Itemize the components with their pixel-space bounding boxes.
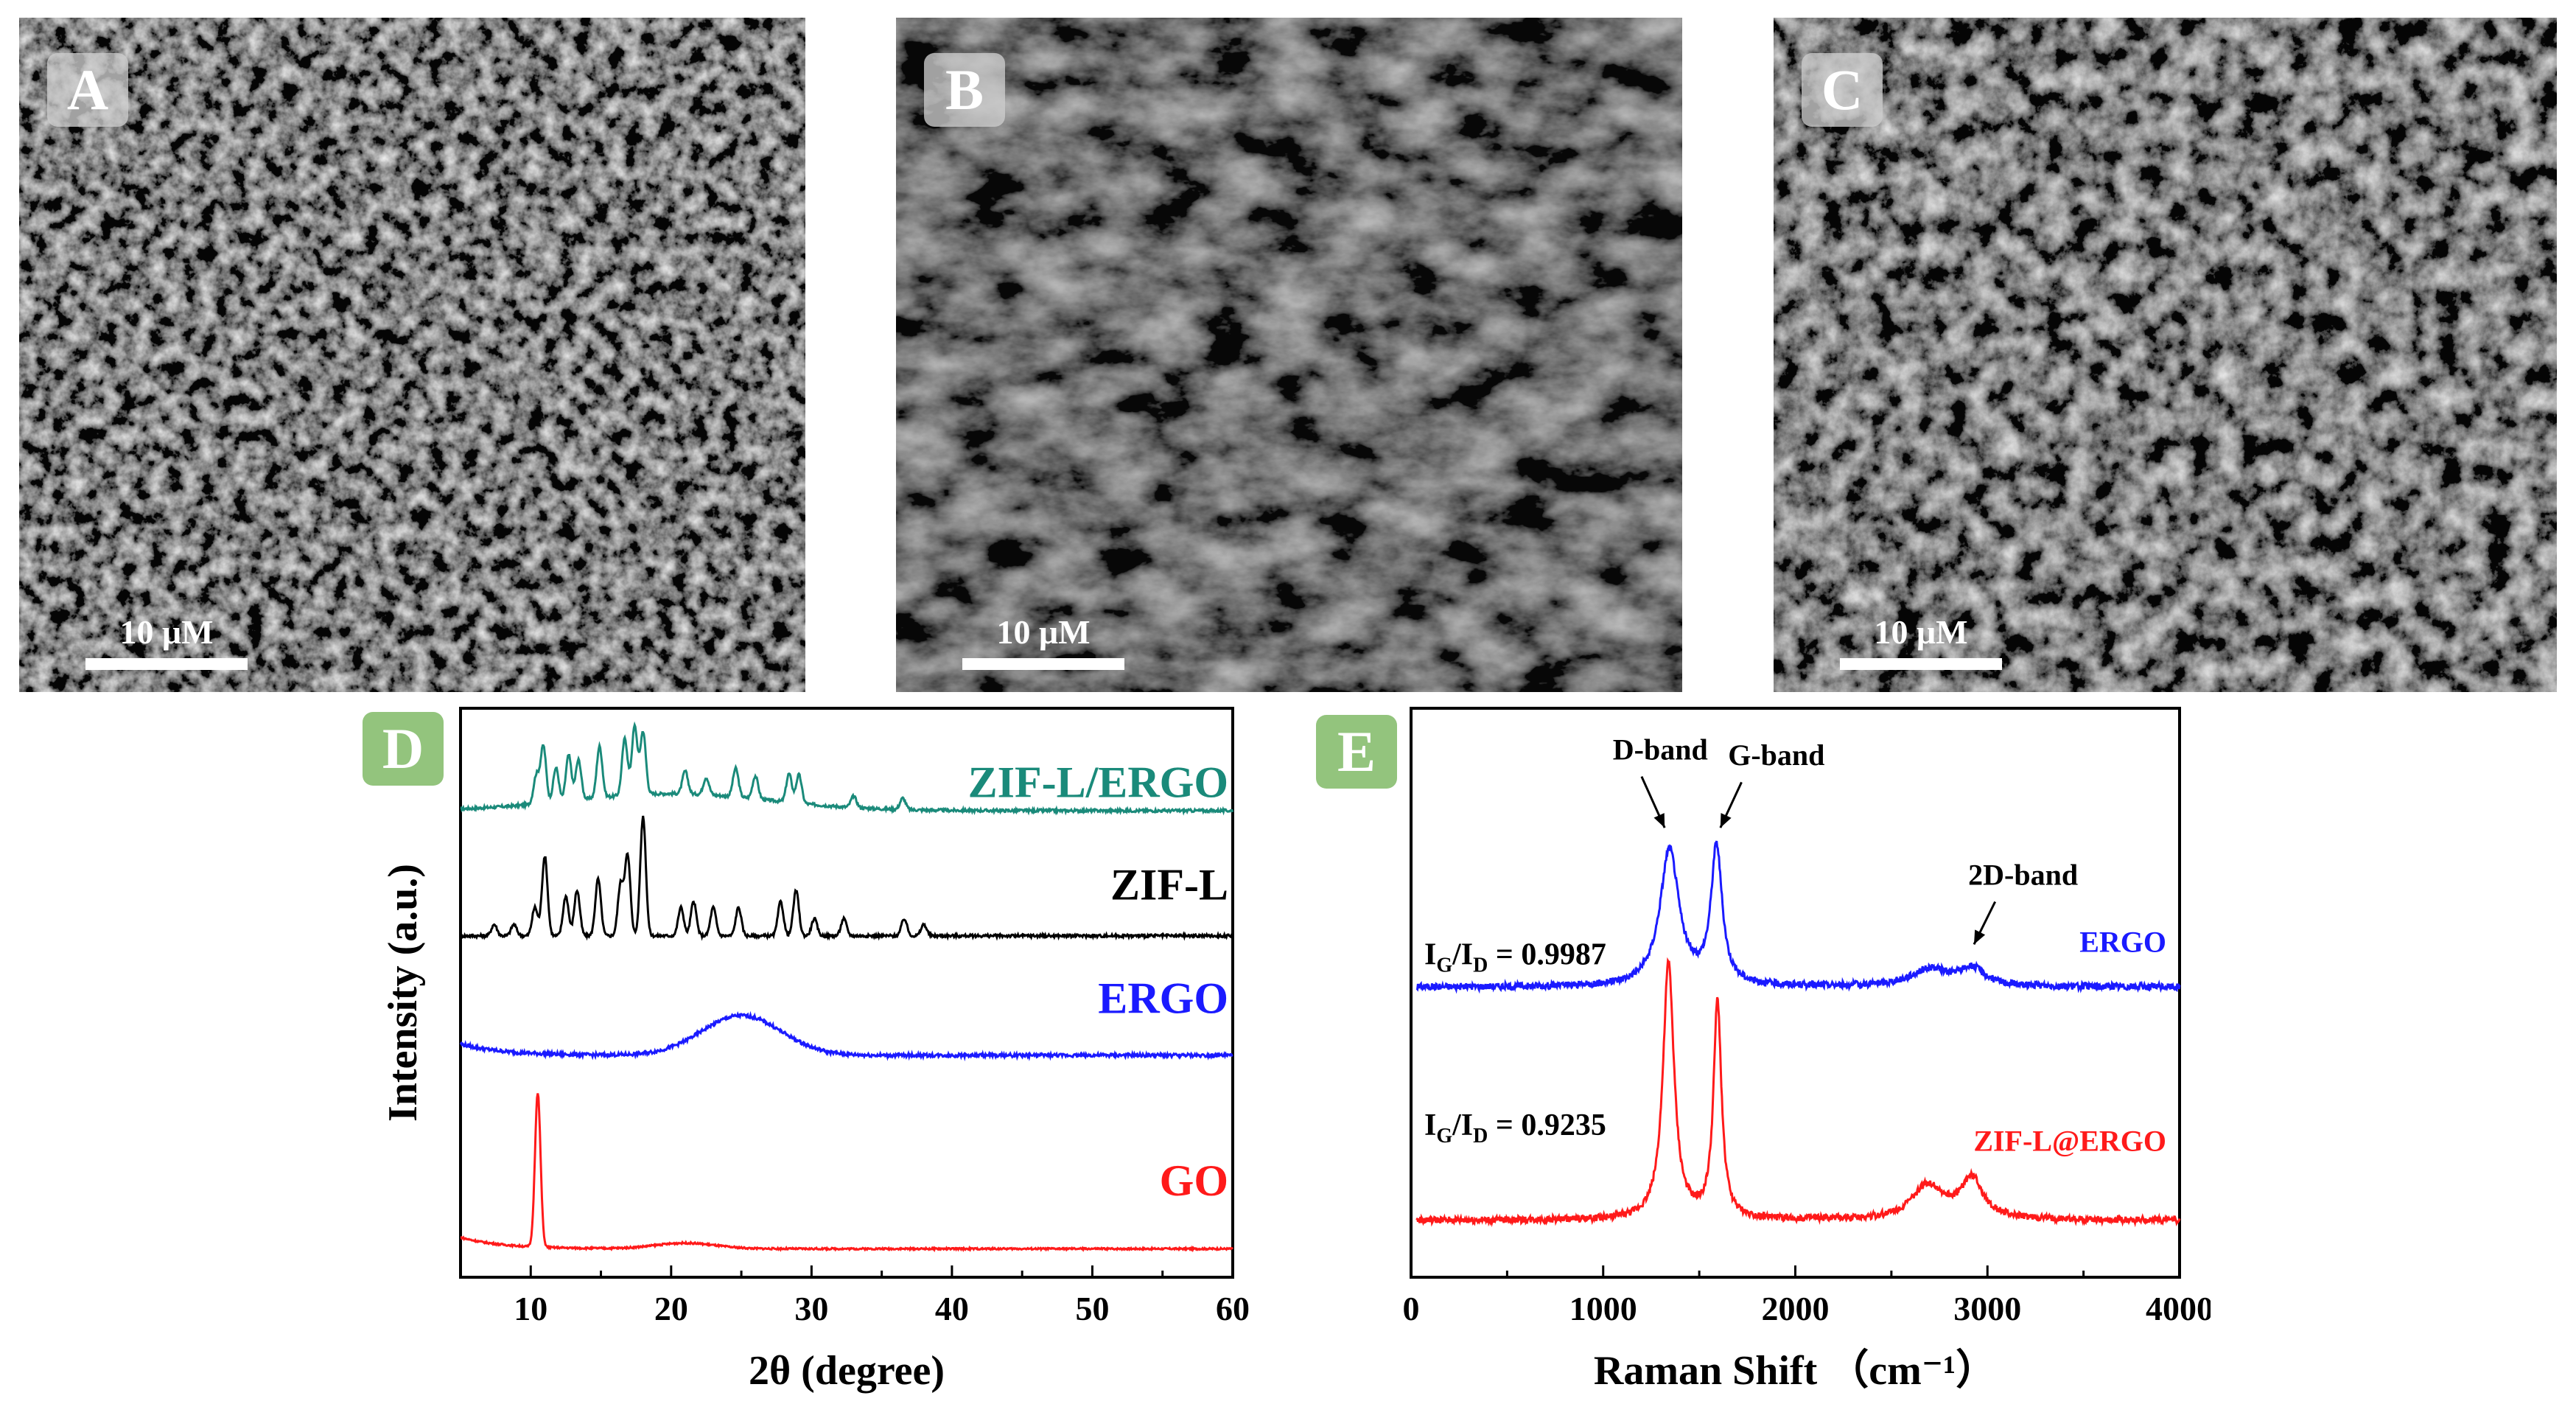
raman-ratio-label-ergo: IG/ID = 0.9987	[1424, 937, 1606, 977]
raman-annotation-arrowhead	[1973, 929, 1986, 945]
sem-image-a: A 10 μM	[19, 18, 805, 692]
sem-image-b: B 10 μM	[896, 18, 1682, 692]
raman-ratio-label-zif-l-ergo: IG/ID = 0.9235	[1424, 1108, 1606, 1148]
raman-annotation-2d-band: 2D-band	[1968, 858, 2078, 891]
xrd-chart: 10 20 30 40 50 60 2θ (degree) Intensity (a.u.) Z…	[380, 707, 1250, 1394]
xrd-legend-ergo: ERGO	[1098, 974, 1228, 1023]
scale-bar-label-a: 10 μM	[119, 613, 214, 651]
raman-series-ergo	[1415, 840, 2181, 994]
xrd-x-tick-label: 10	[514, 1290, 547, 1327]
raman-legend-zif-l-ergo: ZIF-L@ERGO	[1973, 1125, 2166, 1158]
xrd-x-tick-label: 60	[1216, 1290, 1250, 1327]
raman-annotation-arrowhead	[1653, 813, 1665, 828]
scale-bar-b: 10 μM	[962, 614, 1124, 670]
panel-label-b: B	[924, 53, 1005, 127]
scale-bar-line-a	[85, 658, 248, 670]
raman-plot-frame	[1410, 707, 2181, 1279]
panel-label-d: D	[363, 712, 444, 786]
raman-x-tick-label: 0	[1403, 1290, 1420, 1327]
xrd-series-zif-l-ergo	[460, 721, 1234, 816]
xrd-legend-zif-l-ergo: ZIF-L/ERGO	[968, 758, 1228, 806]
scale-bar-label-c: 10 μM	[1874, 613, 1968, 651]
xrd-plot-frame	[459, 707, 1234, 1279]
sem-texture-c	[1774, 18, 2557, 692]
raman-x-axis-label: Raman Shift （cm⁻¹）	[1594, 1347, 1997, 1394]
scale-bar-line-b	[962, 658, 1124, 670]
xrd-x-tick-label: 50	[1075, 1290, 1109, 1327]
xrd-x-tick-label: 20	[654, 1290, 688, 1327]
scale-bar-line-c	[1840, 658, 2002, 670]
scale-bar-a: 10 μM	[85, 614, 248, 670]
sem-texture-b	[896, 18, 1682, 692]
raman-x-tick-label: 2000	[1762, 1290, 1830, 1327]
xrd-series-ergo	[459, 1010, 1233, 1062]
xrd-x-tick-label: 30	[794, 1290, 828, 1327]
raman-x-tick-label: 3000	[1953, 1290, 2021, 1327]
raman-annotation-g-band: G-band	[1728, 738, 1824, 772]
panel-label-c: C	[1802, 53, 1883, 127]
raman-x-tick-label: 4000	[2146, 1290, 2211, 1327]
sem-texture-a	[19, 18, 805, 692]
xrd-legend-go: GO	[1160, 1156, 1228, 1205]
sem-image-c: C 10 μM	[1774, 18, 2557, 692]
raman-series-zif-l-ergo	[1415, 957, 2181, 1228]
scale-bar-label-b: 10 μM	[996, 613, 1091, 651]
panel-label-e: E	[1316, 715, 1397, 789]
xrd-x-tick-label: 40	[935, 1290, 969, 1327]
xrd-y-axis-label: Intensity (a.u.)	[380, 864, 426, 1122]
xrd-series-go	[460, 1093, 1234, 1253]
raman-x-tick-label: 1000	[1569, 1290, 1637, 1327]
raman-annotation-d-band: D-band	[1613, 733, 1708, 766]
raman-chart: 0 1000 2000 3000 4000 Raman Shift （cm⁻¹） ERGO I…	[1403, 707, 2211, 1394]
xrd-legend-zif-l: ZIF-L	[1110, 860, 1228, 909]
xrd-x-axis-label: 2θ (degree)	[749, 1348, 945, 1394]
raman-legend-ergo: ERGO	[2079, 926, 2166, 959]
raman-annotation-arrowhead	[1720, 813, 1732, 828]
xrd-series-zif-l	[459, 815, 1233, 941]
panel-label-a: A	[47, 53, 128, 127]
scale-bar-c: 10 μM	[1840, 614, 2002, 670]
